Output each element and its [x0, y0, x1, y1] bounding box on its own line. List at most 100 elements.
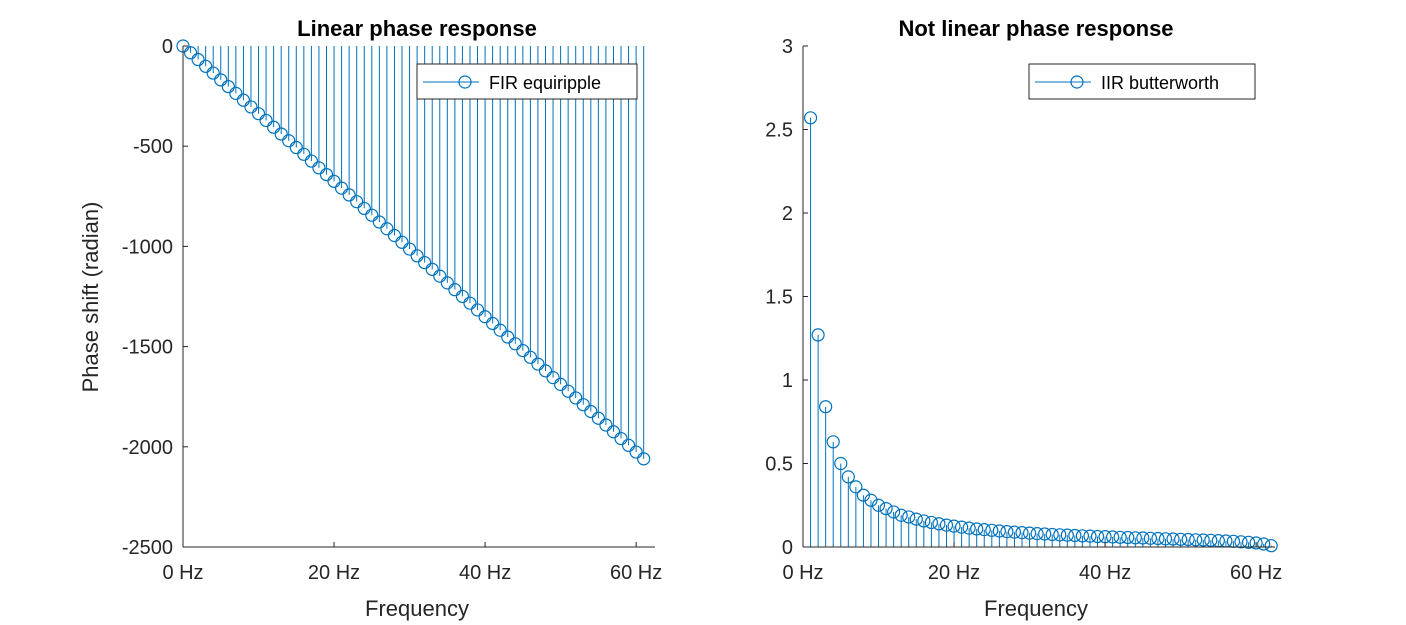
stem-marker [486, 316, 500, 331]
stem-marker [584, 404, 598, 419]
stem-marker [864, 493, 878, 507]
stem-marker [894, 508, 908, 522]
markers-group [176, 39, 651, 466]
stem-marker [402, 242, 417, 256]
stem-marker [803, 111, 818, 125]
stem-marker [1060, 528, 1074, 542]
stem-marker [342, 188, 356, 202]
stem-marker [947, 519, 961, 533]
chart-linear-phase: 0 Hz 20 Hz 40 Hz 60 Hz 0 -500 -1000 -1500 -2000 -… [78, 16, 662, 621]
stem-marker [267, 120, 281, 134]
legend: IIR butterworth [1028, 63, 1256, 100]
x-axis-label: Frequency [365, 596, 469, 621]
stem-marker [440, 276, 454, 290]
stem-marker [553, 377, 568, 391]
stem-marker [637, 452, 651, 466]
stem-marker [962, 521, 976, 535]
stem-marker [214, 73, 228, 87]
chart-title: Not linear phase response [898, 16, 1173, 41]
stem-marker [1090, 529, 1105, 544]
stem-marker [606, 425, 621, 439]
stem-marker [879, 501, 893, 516]
stems-group [810, 117, 1272, 547]
stem-marker [1000, 525, 1014, 539]
stem-marker [191, 52, 205, 67]
axes-group [182, 46, 655, 548]
y-tick-label: 1 [782, 370, 793, 392]
stem-marker [1030, 527, 1044, 541]
stem-marker [1128, 531, 1142, 545]
y-tick-label: 2 [782, 203, 793, 225]
stem-marker [493, 323, 507, 337]
stem-marker [992, 524, 1006, 538]
x-tick-label: 0 Hz [782, 562, 823, 584]
stem-marker [826, 435, 840, 449]
stem-marker [856, 488, 871, 502]
legend-marker [1070, 75, 1084, 89]
stem-marker [834, 456, 848, 471]
stem-marker [1045, 527, 1059, 542]
x-tick-label: 0 Hz [162, 562, 203, 584]
stem-marker [380, 222, 394, 236]
stem-marker [1121, 530, 1135, 545]
stem-marker [909, 512, 923, 526]
stem-marker [327, 174, 341, 188]
stem-marker [501, 330, 515, 344]
stem-marker [538, 364, 553, 378]
stem-marker [887, 505, 901, 519]
stem-marker [871, 498, 886, 512]
stem-marker [932, 517, 946, 531]
stem-marker [282, 134, 296, 148]
stem-marker [1068, 528, 1082, 543]
stem-marker [1158, 532, 1173, 546]
stem-marker [599, 418, 613, 432]
stem-marker [1257, 537, 1271, 551]
y-axis-label: Phase shift (radian) [78, 202, 103, 393]
stem-marker [561, 384, 575, 398]
stem-marker [1173, 532, 1188, 546]
stem-marker [395, 235, 409, 249]
x-tick-label: 40 Hz [459, 562, 511, 584]
stem-marker [478, 310, 492, 324]
stem-marker [410, 249, 424, 263]
stem-marker [985, 523, 999, 537]
stem-marker [1022, 526, 1037, 540]
y-tick-label: 0 [162, 36, 173, 58]
x-tick-label: 20 Hz [308, 562, 360, 584]
stem-marker [902, 510, 916, 524]
stem-marker [1166, 532, 1180, 546]
stem-marker [629, 445, 643, 459]
stem-marker [1015, 526, 1029, 540]
stem-marker [1106, 530, 1120, 544]
stem-marker [334, 181, 349, 195]
stem-marker [970, 522, 984, 536]
y-tick-label: 1.5 [765, 287, 793, 309]
stem-marker [1241, 535, 1256, 549]
ticks-group: 0 Hz 20 Hz 40 Hz 60 Hz 0 0.5 1 1.5 2 2.5 3 [765, 36, 1282, 584]
stem-marker [1053, 528, 1067, 542]
x-axis-label: Frequency [984, 596, 1088, 621]
stem-marker [433, 269, 447, 283]
stem-marker [1204, 533, 1218, 547]
stem-marker [289, 140, 303, 155]
stem-marker [274, 127, 288, 141]
stem-marker [221, 80, 235, 94]
legend-marker [458, 75, 472, 89]
chart-title: Linear phase response [297, 16, 537, 41]
x-tick-label: 20 Hz [928, 562, 980, 584]
stem-marker [1038, 527, 1052, 541]
stem-marker [365, 208, 379, 222]
y-tick-label: -2500 [122, 537, 173, 559]
stem-marker [425, 262, 439, 276]
stem-marker [621, 438, 636, 452]
stem-marker [977, 523, 991, 537]
y-tick-label: -1500 [122, 337, 173, 359]
stem-marker [1181, 532, 1195, 547]
stem-marker [448, 283, 462, 297]
stem-marker [470, 303, 485, 317]
stem-marker [1007, 525, 1022, 539]
stem-marker [312, 161, 326, 175]
stem-marker [924, 515, 938, 530]
